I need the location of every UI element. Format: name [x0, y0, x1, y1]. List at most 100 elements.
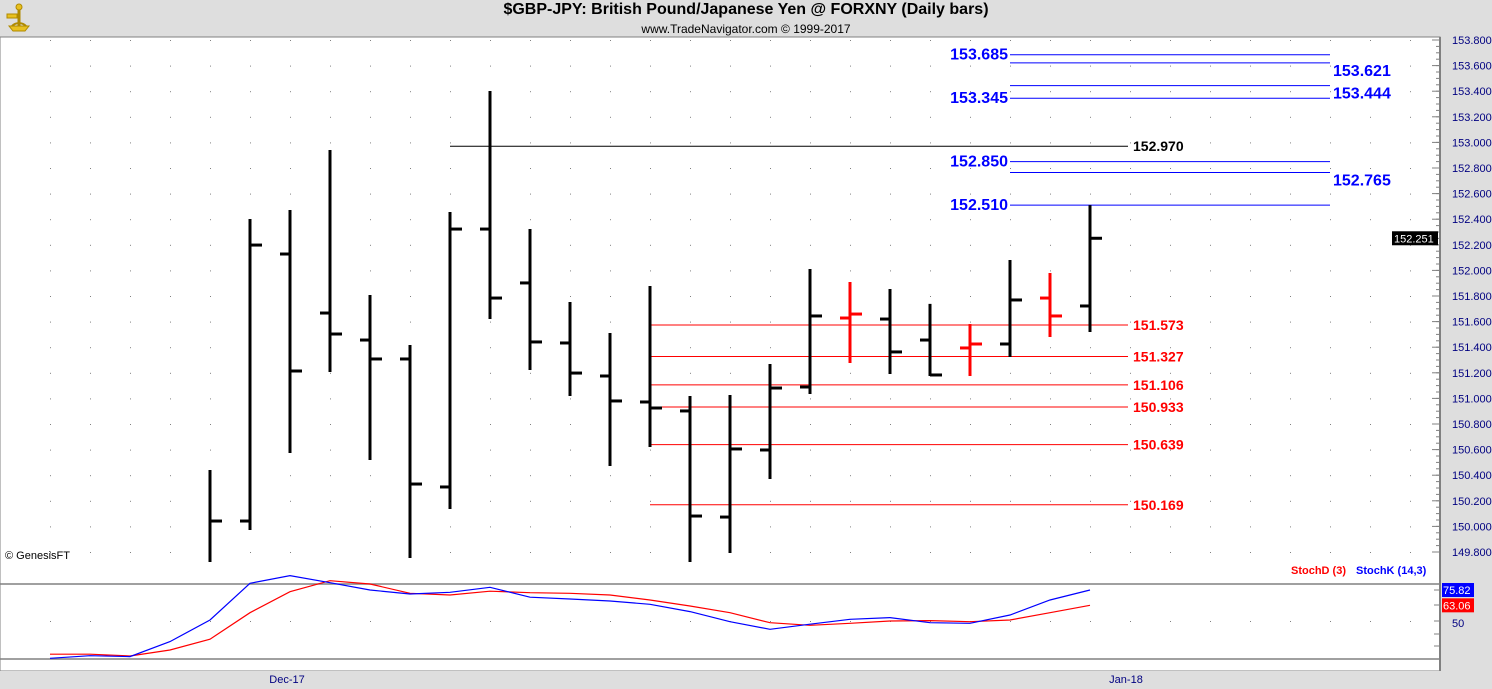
grid-dot — [1050, 526, 1051, 528]
grid-dot — [490, 500, 491, 502]
grid-dot — [90, 398, 91, 400]
grid-dot — [90, 65, 91, 67]
grid-dot — [330, 475, 331, 477]
stoch-d-value-badge — [1442, 598, 1474, 613]
grid-dot — [1050, 398, 1051, 400]
grid-dot — [1290, 621, 1291, 622]
grid-dot — [290, 116, 291, 118]
grid-dot — [170, 91, 171, 93]
grid-dot — [1210, 40, 1211, 41]
level-label-support: 150.933 — [1133, 399, 1184, 415]
grid-dot — [1050, 347, 1051, 349]
date-label: Jan-18 — [1109, 674, 1143, 686]
grid-dot — [1410, 142, 1411, 144]
grid-dot — [1370, 500, 1371, 502]
grid-dot — [90, 526, 91, 528]
grid-dot — [770, 526, 771, 528]
grid-dot — [1010, 372, 1011, 374]
grid-dot — [490, 372, 491, 374]
grid-dot — [1010, 168, 1011, 169]
grid-dot — [970, 168, 971, 169]
grid-dot — [1250, 142, 1251, 144]
grid-dot — [1130, 40, 1131, 41]
grid-dot — [970, 65, 971, 67]
grid-dot — [330, 142, 331, 144]
price-tick-label: 152.200 — [1452, 240, 1492, 252]
grid-dot — [370, 500, 371, 502]
grid-dot — [530, 621, 531, 622]
grid-dot — [1290, 321, 1291, 323]
grid-dot — [1330, 321, 1331, 323]
grid-dot — [1170, 91, 1171, 93]
grid-dot — [1410, 475, 1411, 477]
grid-dot — [1290, 372, 1291, 374]
grid-dot — [1250, 621, 1251, 622]
grid-dot — [1330, 552, 1331, 553]
stoch-k-value-badge — [1442, 583, 1474, 598]
grid-dot — [730, 116, 731, 118]
grid-dot — [170, 270, 171, 272]
grid-dot — [210, 116, 211, 118]
grid-dot — [1130, 372, 1131, 374]
grid-dot — [1370, 244, 1371, 246]
grid-dot — [1130, 91, 1131, 93]
grid-dot — [1250, 475, 1251, 477]
grid-dot — [90, 193, 91, 195]
grid-dot — [290, 168, 291, 169]
grid-dot — [850, 424, 851, 425]
grid-dot — [1210, 347, 1211, 349]
grid-dot — [570, 193, 571, 195]
grid-dot — [890, 424, 891, 425]
grid-dot — [1130, 65, 1131, 67]
grid-dot — [50, 244, 51, 246]
grid-dot — [410, 621, 411, 622]
grid-dot — [650, 116, 651, 118]
grid-dot — [1210, 398, 1211, 400]
grid-dot — [410, 321, 411, 323]
grid-dot — [570, 621, 571, 622]
grid-dot — [1010, 500, 1011, 502]
grid-dot — [1370, 65, 1371, 67]
grid-dot — [970, 526, 971, 528]
grid-dot — [50, 142, 51, 144]
grid-dot — [330, 91, 331, 93]
grid-dot — [1290, 449, 1291, 451]
grid-dot — [1410, 372, 1411, 374]
grid-dot — [690, 219, 691, 221]
grid-dot — [530, 424, 531, 425]
grid-dot — [1050, 91, 1051, 93]
grid-dot — [650, 500, 651, 502]
grid-dot — [1170, 40, 1171, 41]
grid-dot — [930, 296, 931, 297]
grid-dot — [1370, 424, 1371, 425]
grid-dot — [570, 168, 571, 169]
grid-dot — [530, 40, 531, 41]
level-label-support: 151.327 — [1133, 349, 1184, 365]
grid-dot — [930, 449, 931, 451]
grid-dot — [1330, 621, 1331, 622]
grid-dot — [290, 142, 291, 144]
price-tick-label: 153.400 — [1452, 86, 1492, 98]
grid-dot — [650, 475, 651, 477]
grid-dot — [770, 91, 771, 93]
grid-dot — [570, 398, 571, 400]
grid-dot — [850, 621, 851, 622]
grid-dot — [210, 65, 211, 67]
grid-dot — [250, 116, 251, 118]
grid-dot — [610, 321, 611, 323]
grid-dot — [130, 244, 131, 246]
grid-dot — [250, 621, 251, 622]
grid-dot — [330, 500, 331, 502]
grid-dot — [970, 500, 971, 502]
grid-dot — [930, 475, 931, 477]
price-tick-label: 150.000 — [1452, 521, 1492, 533]
grid-dot — [1210, 500, 1211, 502]
grid-dot — [690, 168, 691, 169]
grid-dot — [1410, 526, 1411, 528]
grid-dot — [850, 526, 851, 528]
grid-dot — [810, 219, 811, 221]
grid-dot — [1330, 219, 1331, 221]
grid-dot — [810, 449, 811, 451]
grid-dot — [1410, 168, 1411, 169]
grid-dot — [90, 621, 91, 622]
